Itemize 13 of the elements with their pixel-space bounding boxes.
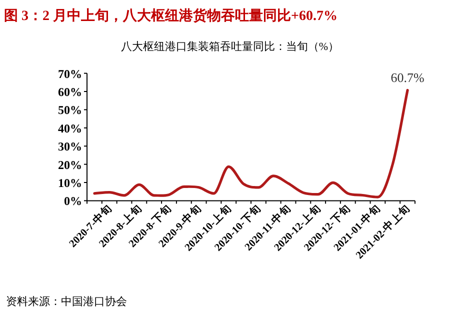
data-label: 60.7% — [390, 70, 424, 86]
y-tick-label: 70% — [58, 66, 82, 81]
chart-subtitle: 八大枢纽港口集装箱吞吐量同比：当旬（%） — [120, 40, 340, 53]
chart-title: 图 3：2 月中上旬，八大枢纽港货物吞吐量同比+60.7% — [4, 8, 338, 24]
text: 资料来源：中国港口协会 — [6, 295, 127, 308]
y-tick-label: 0% — [64, 194, 82, 208]
y-tick-label: 50% — [58, 103, 82, 118]
y-tick-label: 60% — [58, 85, 82, 99]
line-series — [93, 88, 409, 198]
y-tick-label: 20% — [58, 158, 82, 172]
y-tick-label: 30% — [58, 140, 82, 154]
y-tick-label: 10% — [58, 176, 82, 190]
y-tick-label: 40% — [58, 121, 82, 136]
